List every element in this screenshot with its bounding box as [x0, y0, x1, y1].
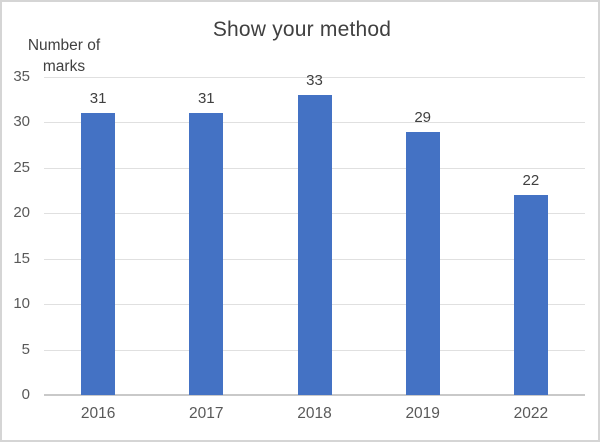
x-tick-label-2016: 2016	[80, 405, 116, 422]
bar-2016	[81, 113, 116, 395]
y-axis-title: Number of marks	[27, 37, 101, 75]
y-tick-label-10: 10	[13, 295, 30, 313]
y-tick-label-5: 5	[21, 340, 30, 358]
x-tick-label-2017: 2017	[189, 405, 224, 422]
bar-value-label-2017: 31	[197, 90, 215, 108]
bar-2017	[189, 113, 224, 395]
bar-2022	[513, 195, 548, 395]
bar-value-label-2022: 22	[522, 172, 540, 190]
bar-2018	[297, 95, 332, 395]
bar-value-label-2019: 29	[414, 108, 432, 126]
y-tick-label-0: 0	[21, 386, 30, 403]
y-tick-label-25: 25	[13, 158, 30, 176]
x-tick-label-2019: 2019	[405, 405, 440, 422]
x-tick-label-2018: 2018	[297, 405, 332, 422]
bar-value-label-2018: 33	[306, 72, 323, 90]
y-tick-label-20: 20	[13, 204, 30, 222]
gridline-y35	[44, 77, 585, 78]
y-tick-label-30: 30	[13, 113, 30, 131]
x-axis-line	[44, 394, 585, 396]
bar-value-label-2016: 31	[89, 90, 107, 108]
x-tick-label-2022: 2022	[513, 405, 549, 422]
y-tick-label-15: 15	[13, 249, 30, 267]
bar-2019	[405, 131, 440, 395]
y-tick-label-35: 35	[13, 68, 30, 85]
chart-title: Show your method	[212, 18, 392, 41]
